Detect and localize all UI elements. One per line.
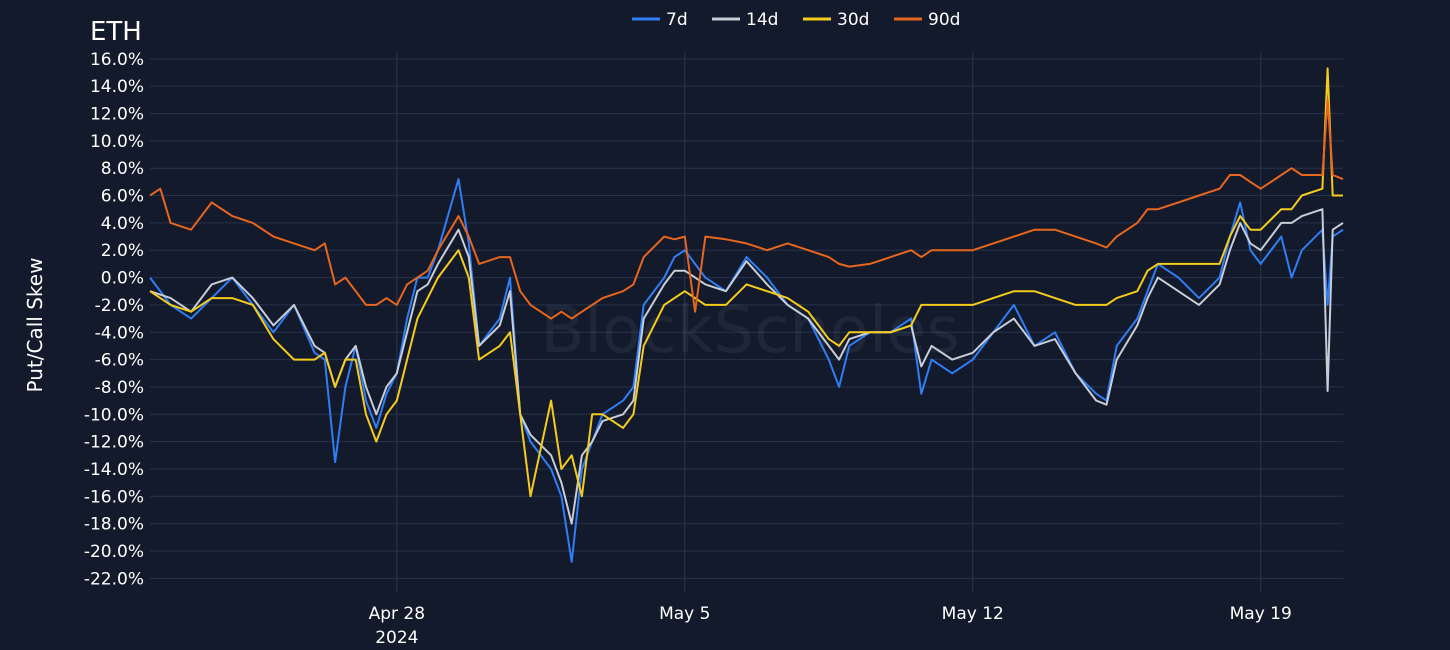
series-line-30d	[149, 67, 1343, 498]
legend-item-90d[interactable]: 90d	[894, 10, 960, 30]
x-tick-sublabel: 2024	[375, 628, 418, 648]
series-lines	[149, 67, 1344, 563]
y-tick-label: -6.0%	[95, 351, 144, 371]
legend-label: 90d	[928, 10, 960, 30]
y-tick-label: -18.0%	[84, 515, 144, 535]
y-tick-label: -12.0%	[84, 433, 144, 453]
series-line-7d	[149, 178, 1344, 563]
y-tick-label: -4.0%	[95, 323, 144, 343]
watermark: BlockScholes	[540, 294, 959, 368]
y-tick-label: -8.0%	[95, 378, 144, 398]
y-axis-ticks: 16.0% 14.0% 12.0% 10.0% 8.0% 6.0% 4.0% 2.0% 0.0%…	[84, 50, 144, 589]
y-tick-label: 0.0%	[101, 269, 144, 289]
series-line-14d	[149, 208, 1344, 525]
y-tick-label: 12.0%	[90, 105, 144, 125]
y-tick-label: -2.0%	[95, 296, 144, 316]
legend-item-30d[interactable]: 30d	[803, 10, 869, 30]
y-tick-label: -22.0%	[84, 569, 144, 589]
x-tick-label: May 12	[942, 604, 1004, 624]
legend-label: 7d	[666, 10, 688, 30]
y-tick-label: 14.0%	[90, 77, 144, 97]
y-axis-title: Put/Call Skew	[23, 258, 47, 393]
y-tick-label: 2.0%	[101, 241, 144, 261]
legend-label: 30d	[837, 10, 869, 30]
y-tick-label: -10.0%	[84, 405, 144, 425]
y-tick-label: -14.0%	[84, 460, 144, 480]
chart-title: ETH	[90, 17, 142, 47]
y-tick-label: -16.0%	[84, 487, 144, 507]
y-tick-label: 10.0%	[90, 132, 144, 152]
legend-item-7d[interactable]: 7d	[632, 10, 688, 30]
y-tick-label: 6.0%	[101, 187, 144, 207]
x-tick-label: May 5	[659, 604, 710, 624]
legend-label: 14d	[746, 10, 778, 30]
x-tick-label: May 19	[1230, 604, 1292, 624]
series-line-90d	[149, 98, 1344, 320]
y-tick-label: 16.0%	[90, 50, 144, 70]
x-tick-label: Apr 28	[369, 604, 425, 624]
y-tick-label: 4.0%	[101, 214, 144, 234]
x-axis-ticks: Apr 28 2024 May 5 May 12 May 19	[369, 604, 1292, 648]
y-tick-label: -20.0%	[84, 542, 144, 562]
legend[interactable]: 7d 14d 30d 90d	[632, 10, 960, 30]
legend-item-14d[interactable]: 14d	[712, 10, 778, 30]
y-tick-label: 8.0%	[101, 159, 144, 179]
